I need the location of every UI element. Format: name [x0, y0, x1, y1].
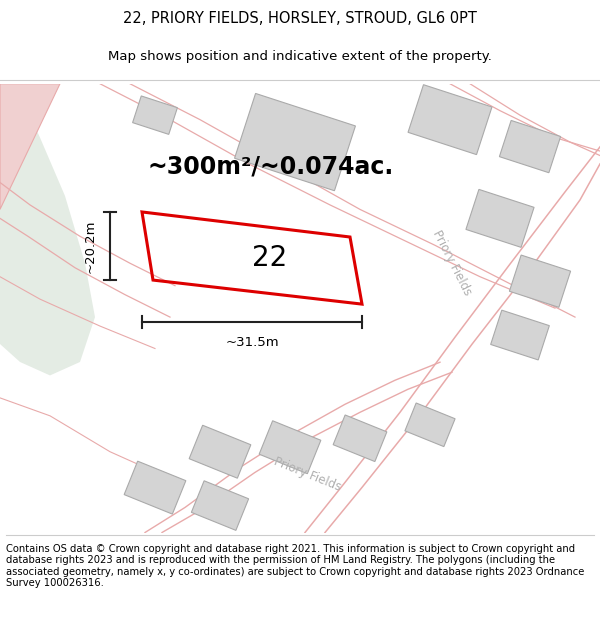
Polygon shape [408, 85, 492, 154]
Polygon shape [405, 403, 455, 447]
Text: ~300m²/~0.074ac.: ~300m²/~0.074ac. [148, 155, 394, 179]
Polygon shape [499, 121, 560, 172]
Polygon shape [189, 425, 251, 478]
Text: 22, PRIORY FIELDS, HORSLEY, STROUD, GL6 0PT: 22, PRIORY FIELDS, HORSLEY, STROUD, GL6 … [123, 11, 477, 26]
Polygon shape [191, 481, 248, 531]
Polygon shape [133, 96, 178, 134]
Polygon shape [509, 255, 571, 308]
Text: Contains OS data © Crown copyright and database right 2021. This information is : Contains OS data © Crown copyright and d… [6, 544, 584, 588]
Text: ~31.5m: ~31.5m [225, 336, 279, 349]
Text: Priory Fields: Priory Fields [272, 455, 344, 494]
Polygon shape [235, 94, 355, 191]
Polygon shape [333, 415, 387, 462]
Polygon shape [466, 189, 534, 248]
Polygon shape [0, 84, 60, 209]
Polygon shape [259, 421, 321, 474]
Polygon shape [124, 461, 186, 514]
Text: 22: 22 [252, 244, 287, 272]
Text: Map shows position and indicative extent of the property.: Map shows position and indicative extent… [108, 49, 492, 62]
Text: Priory Fields: Priory Fields [430, 229, 474, 298]
Polygon shape [0, 84, 95, 376]
Text: ~20.2m: ~20.2m [83, 219, 97, 272]
Polygon shape [491, 310, 550, 360]
